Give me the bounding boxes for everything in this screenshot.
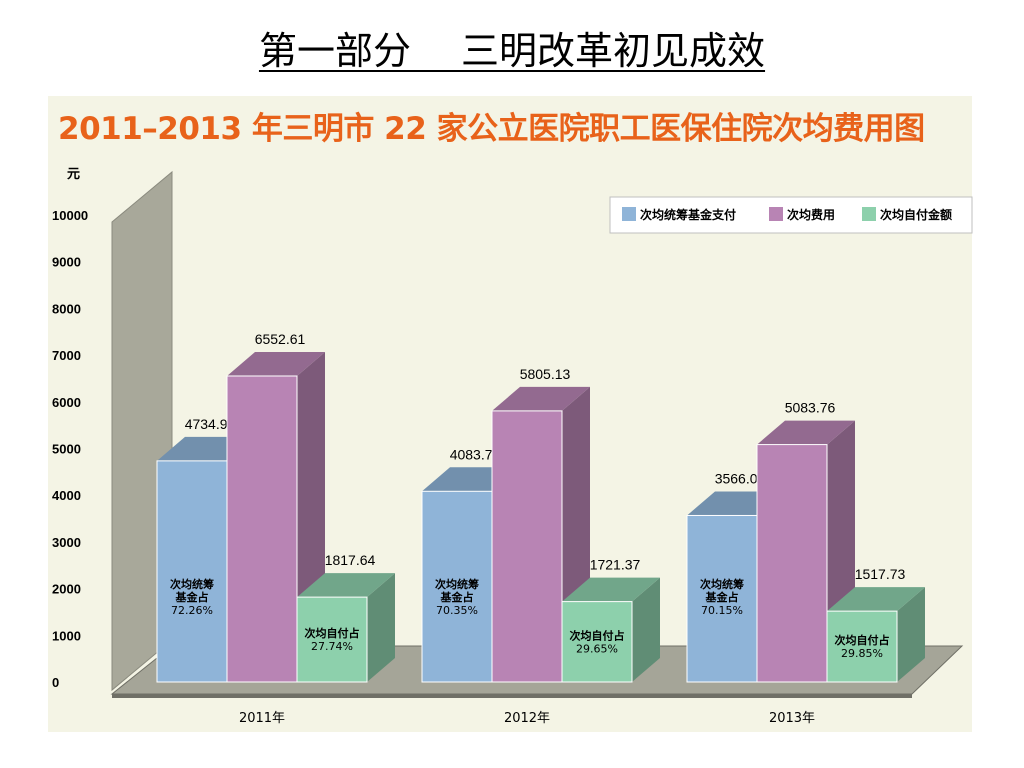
data-label: 1721.37 — [590, 557, 641, 573]
legend-swatch — [769, 207, 783, 221]
data-label: 4734.97 — [185, 416, 236, 432]
bar-inner-label: 72.26% — [171, 604, 213, 617]
y-tick-label: 0 — [52, 675, 59, 690]
data-label: 3566.02 — [715, 470, 766, 486]
bar — [826, 610, 898, 683]
bar — [561, 601, 633, 683]
legend-label: 次均自付金额 — [880, 207, 952, 222]
x-tick-label: 2012年 — [504, 711, 550, 726]
y-axis-unit-label: 元 — [67, 166, 80, 181]
slide-title: 第一部分 三明改革初见成效 — [258, 29, 766, 73]
y-tick-label: 8000 — [52, 301, 81, 316]
bar — [296, 596, 368, 683]
bar-inner-label: 70.15% — [701, 604, 743, 617]
data-label: 4083.76 — [450, 446, 501, 462]
bar-top — [227, 351, 325, 376]
y-tick-label: 5000 — [52, 442, 81, 457]
bar-inner-label: 次均自付占 — [835, 633, 890, 647]
data-label: 5805.13 — [520, 366, 571, 382]
y-tick-label: 6000 — [52, 395, 81, 410]
bar-side — [632, 577, 660, 682]
bar — [491, 410, 563, 683]
bar — [756, 444, 828, 683]
bar-inner-label: 次均统筹 — [700, 577, 744, 591]
bar-side — [367, 573, 395, 682]
bar-inner-label: 基金占 — [440, 590, 474, 604]
chart-title: 2011–2013 年三明市 22 家公立医院职工医保住院次均费用图 — [58, 111, 925, 147]
legend-label: 次均费用 — [787, 207, 835, 222]
data-label: 1817.64 — [325, 552, 376, 568]
data-label: 1517.73 — [855, 566, 906, 582]
y-tick-label: 3000 — [52, 535, 81, 550]
y-tick-label: 2000 — [52, 582, 81, 597]
bar — [421, 490, 493, 683]
legend-label: 次均统筹基金支付 — [640, 207, 736, 222]
bar-inner-label: 次均自付占 — [570, 628, 625, 642]
bar — [686, 514, 758, 683]
chart-floor-edge — [112, 694, 912, 698]
bar-top — [297, 573, 395, 598]
bar-inner-label: 基金占 — [175, 590, 209, 604]
legend-box — [609, 196, 973, 234]
legend-swatch — [862, 207, 876, 221]
bar-inner-label: 29.65% — [576, 642, 618, 655]
bar-inner-label: 29.85% — [841, 647, 883, 660]
bar — [226, 375, 298, 683]
legend-swatch — [622, 207, 636, 221]
bar-inner-label: 次均统筹 — [435, 577, 479, 591]
bar-inner-label: 基金占 — [705, 590, 739, 604]
bar-inner-label: 70.35% — [436, 604, 478, 617]
bar — [156, 460, 228, 683]
bar-inner-label: 次均统筹 — [170, 577, 214, 591]
bar-inner-label: 27.74% — [311, 640, 353, 653]
x-tick-label: 2011年 — [239, 711, 285, 726]
y-tick-label: 1000 — [52, 628, 81, 643]
bar-top — [562, 577, 660, 602]
y-tick-label: 9000 — [52, 255, 81, 270]
bar-inner-label: 次均自付占 — [305, 626, 360, 640]
data-label: 5083.76 — [785, 400, 836, 416]
y-tick-label: 4000 — [52, 488, 81, 503]
bar-top — [492, 386, 590, 411]
x-tick-label: 2013年 — [769, 711, 815, 726]
data-label: 6552.61 — [255, 331, 306, 347]
bar-side — [897, 587, 925, 682]
bar-top — [757, 420, 855, 445]
y-tick-label: 10000 — [52, 208, 88, 223]
y-tick-label: 7000 — [52, 348, 81, 363]
bar-top — [827, 587, 925, 612]
